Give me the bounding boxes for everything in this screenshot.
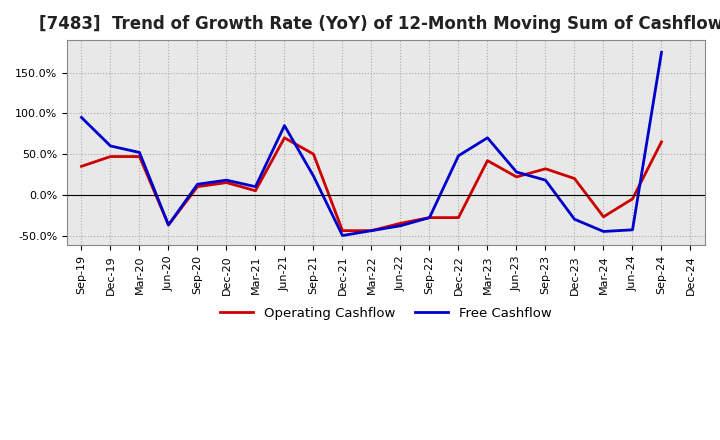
Operating Cashflow	[309, 151, 318, 157]
Free Cashflow	[280, 123, 289, 128]
Free Cashflow	[599, 229, 608, 234]
Free Cashflow	[193, 182, 202, 187]
Operating Cashflow	[106, 154, 114, 159]
Operating Cashflow	[426, 215, 434, 220]
Operating Cashflow	[454, 215, 463, 220]
Free Cashflow	[454, 153, 463, 158]
Free Cashflow	[657, 50, 666, 55]
Line: Free Cashflow: Free Cashflow	[81, 52, 662, 235]
Free Cashflow	[309, 173, 318, 179]
Operating Cashflow	[483, 158, 492, 163]
Free Cashflow	[483, 135, 492, 140]
Free Cashflow	[251, 184, 260, 189]
Free Cashflow	[570, 216, 579, 222]
Operating Cashflow	[570, 176, 579, 181]
Operating Cashflow	[193, 184, 202, 189]
Free Cashflow	[222, 177, 231, 183]
Operating Cashflow	[512, 174, 521, 180]
Operating Cashflow	[367, 228, 376, 233]
Operating Cashflow	[338, 228, 347, 233]
Operating Cashflow	[396, 221, 405, 226]
Operating Cashflow	[628, 196, 636, 202]
Operating Cashflow	[599, 214, 608, 220]
Free Cashflow	[338, 233, 347, 238]
Free Cashflow	[628, 227, 636, 232]
Operating Cashflow	[251, 188, 260, 194]
Title: [7483]  Trend of Growth Rate (YoY) of 12-Month Moving Sum of Cashflows: [7483] Trend of Growth Rate (YoY) of 12-…	[39, 15, 720, 33]
Operating Cashflow	[222, 180, 231, 185]
Operating Cashflow	[280, 135, 289, 140]
Free Cashflow	[135, 150, 144, 155]
Line: Operating Cashflow: Operating Cashflow	[81, 138, 662, 231]
Operating Cashflow	[135, 154, 144, 159]
Free Cashflow	[512, 169, 521, 175]
Operating Cashflow	[77, 164, 86, 169]
Free Cashflow	[77, 115, 86, 120]
Free Cashflow	[426, 215, 434, 220]
Free Cashflow	[106, 143, 114, 149]
Operating Cashflow	[164, 222, 173, 227]
Operating Cashflow	[657, 139, 666, 144]
Legend: Operating Cashflow, Free Cashflow: Operating Cashflow, Free Cashflow	[215, 301, 557, 325]
Free Cashflow	[396, 223, 405, 228]
Free Cashflow	[541, 177, 550, 183]
Free Cashflow	[164, 222, 173, 227]
Operating Cashflow	[541, 166, 550, 172]
Free Cashflow	[367, 228, 376, 233]
